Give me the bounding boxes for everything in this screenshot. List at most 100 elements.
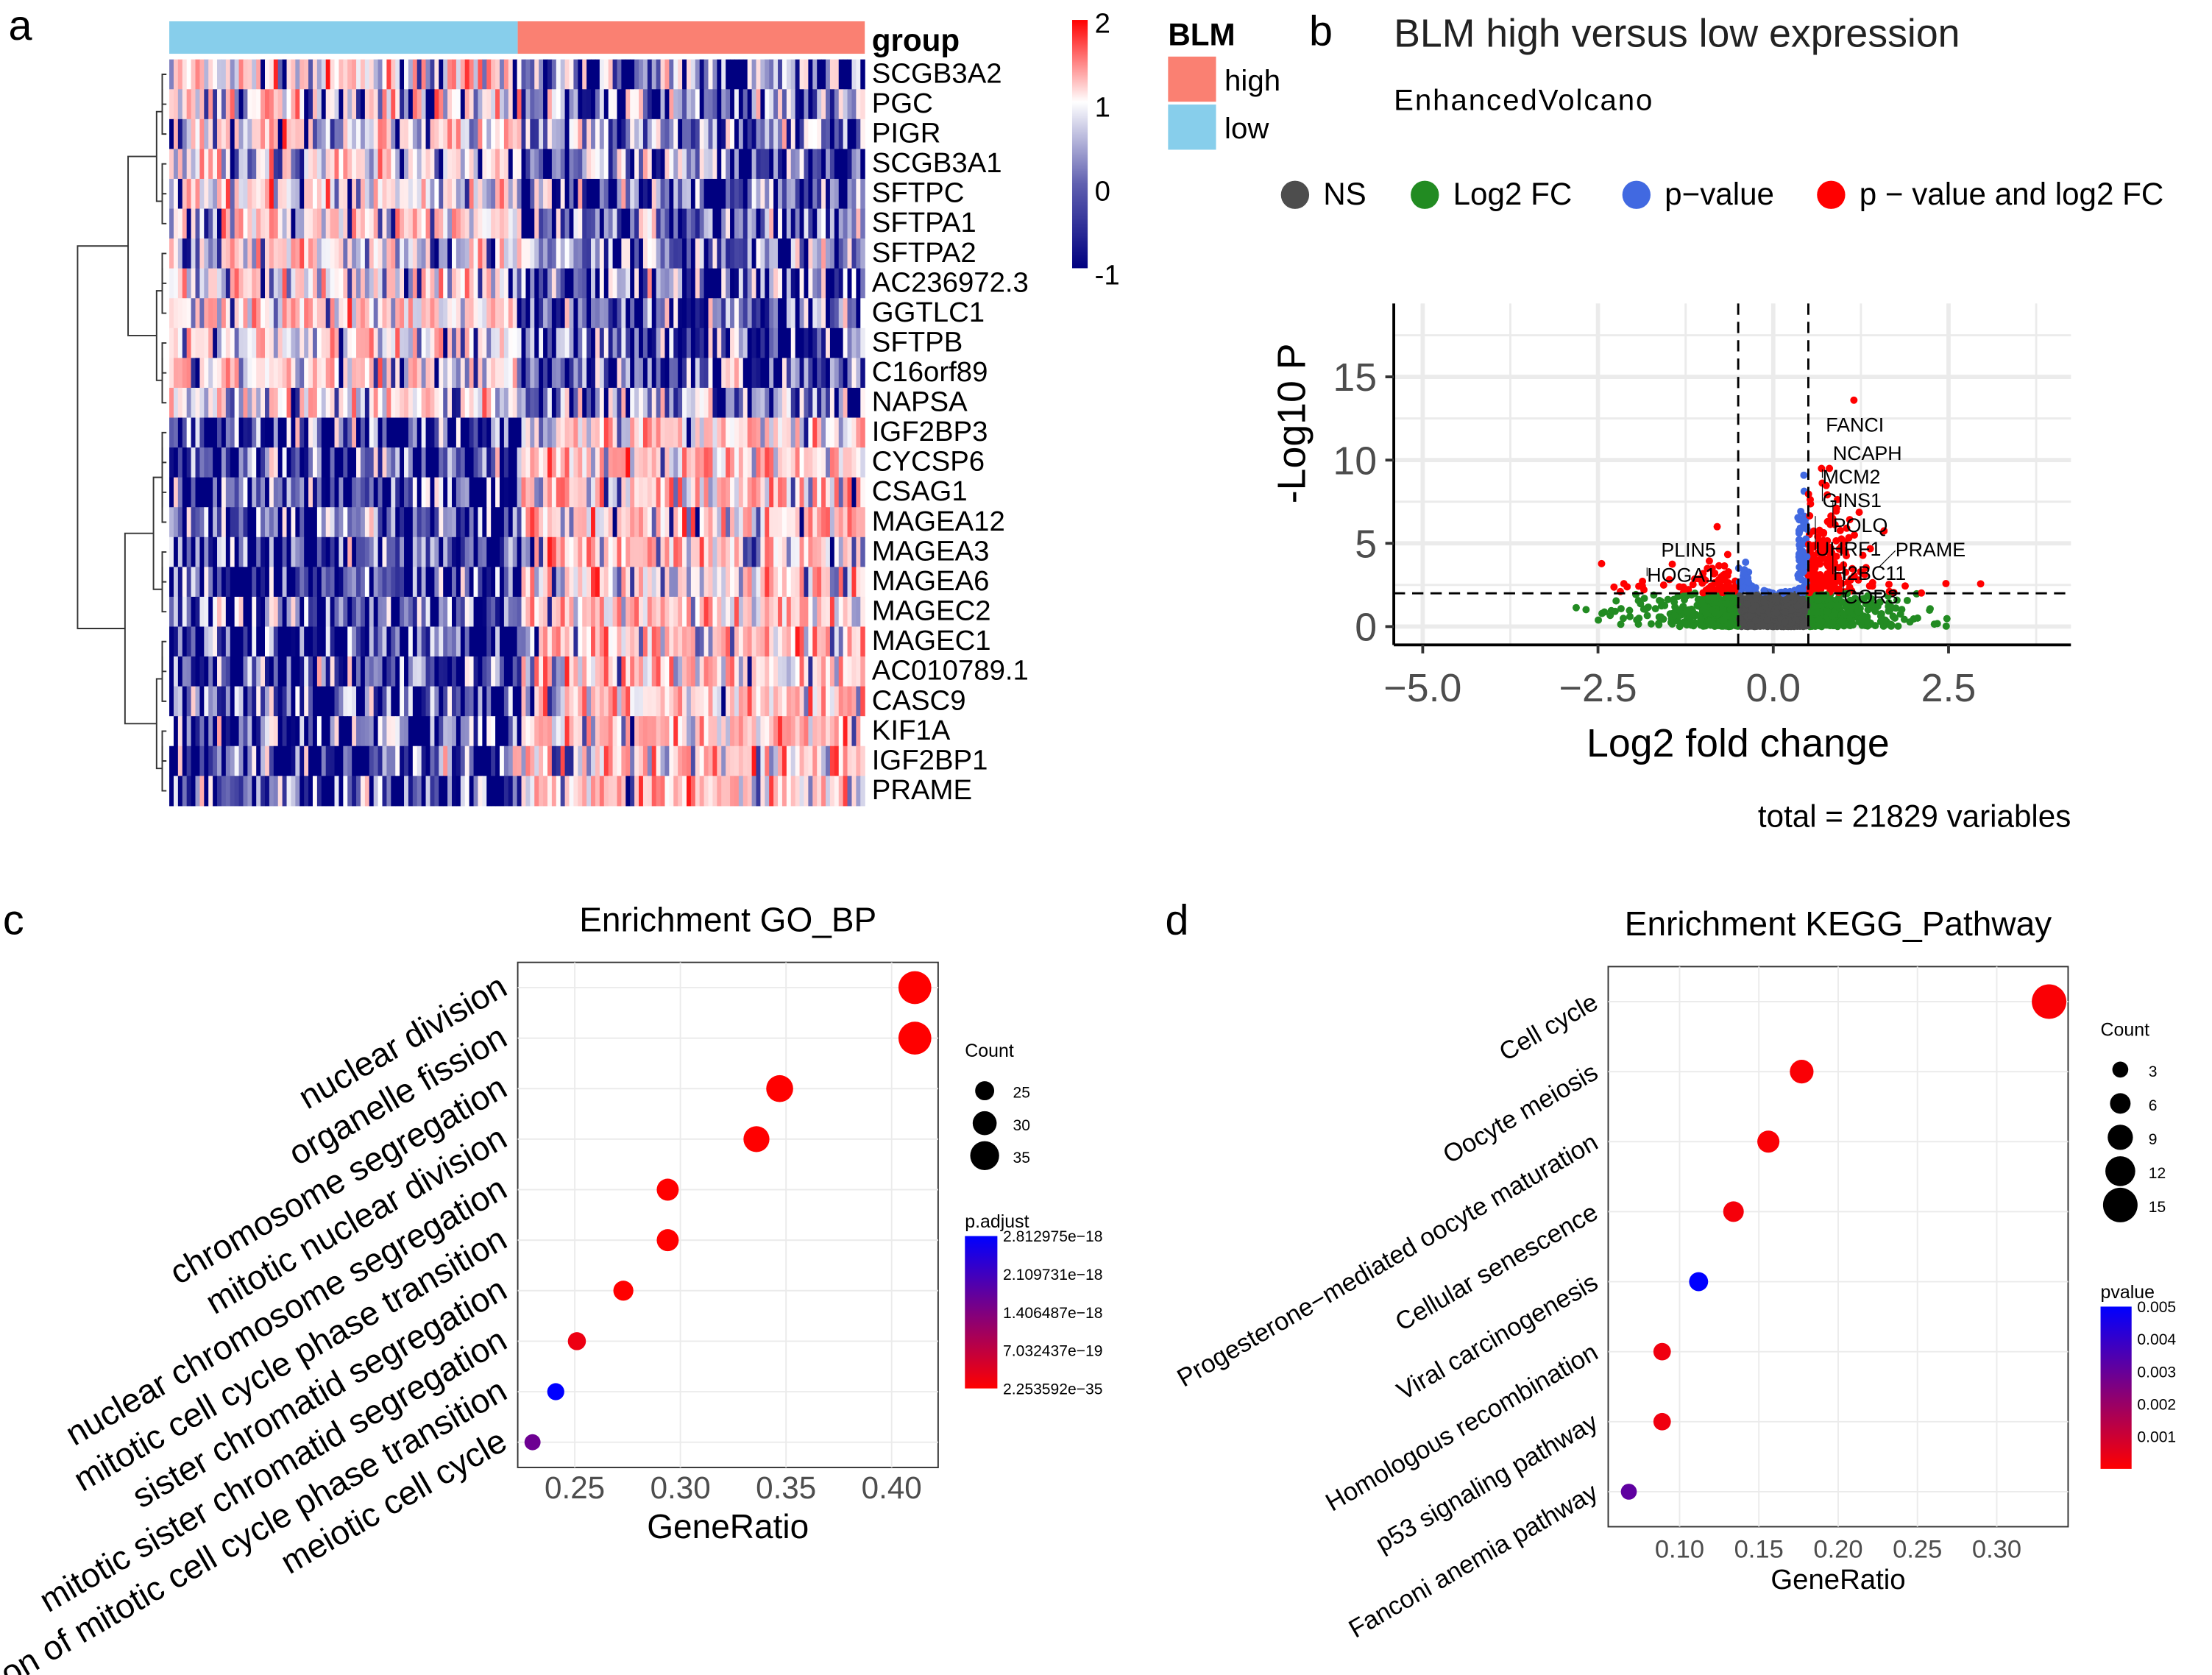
heatmap-cell — [269, 238, 274, 269]
heatmap-cell — [534, 358, 539, 389]
heatmap-cell — [651, 746, 657, 776]
heatmap-cell — [295, 417, 300, 448]
heatmap-cell — [781, 417, 787, 448]
heatmap-cell — [695, 89, 701, 120]
heatmap-cell — [760, 776, 765, 807]
heatmap-cell — [225, 716, 231, 747]
heatmap-cell — [639, 447, 644, 478]
heatmap-cell — [664, 387, 670, 419]
heatmap-cell — [608, 178, 614, 210]
heatmap-cell — [434, 298, 439, 329]
heatmap-cell — [186, 118, 192, 149]
heatmap-cell — [273, 596, 279, 628]
heatmap-cell — [760, 118, 765, 149]
heatmap-cell — [473, 716, 479, 747]
heatmap-cell — [599, 447, 605, 478]
heatmap-cell — [373, 149, 379, 180]
heatmap-cell — [603, 716, 609, 747]
heatmap-cell — [560, 89, 566, 120]
heatmap-cell — [382, 238, 387, 269]
heatmap-cell — [630, 149, 635, 180]
heatmap-cell — [508, 776, 514, 807]
heatmap-cell — [191, 447, 196, 478]
heatmap-cell — [778, 596, 783, 628]
heatmap-cell — [377, 776, 383, 807]
heatmap-cell — [603, 507, 609, 538]
heatmap-cell — [382, 716, 387, 747]
heatmap-cell — [252, 268, 257, 299]
heatmap-cell — [829, 208, 835, 239]
heatmap-cell — [765, 537, 770, 567]
heatmap-cell — [286, 477, 292, 508]
heatmap-cell — [334, 477, 340, 508]
heatmap-cell — [395, 656, 400, 687]
heatmap-cell — [173, 716, 179, 747]
heatmap-cell — [460, 208, 466, 239]
heatmap-cell — [503, 327, 509, 358]
heatmap-cell — [230, 327, 235, 358]
heatmap-cell — [778, 268, 783, 299]
heatmap-cell — [443, 626, 448, 657]
heatmap-cell — [225, 477, 231, 508]
heatmap-cell — [225, 178, 231, 210]
heatmap-cell — [208, 567, 213, 598]
heatmap-cell — [551, 447, 557, 478]
heatmap-cell — [343, 118, 348, 149]
heatmap-cell — [443, 208, 448, 239]
heatmap-cell — [821, 716, 826, 747]
heatmap-cell — [651, 208, 657, 239]
heatmap-cell — [304, 596, 309, 628]
heatmap-cell — [247, 626, 252, 657]
heatmap-cell — [795, 746, 801, 776]
heatmap-cell — [443, 477, 448, 508]
heatmap-cell — [252, 447, 257, 478]
heatmap-cell — [508, 89, 514, 120]
heatmap-cell — [781, 626, 787, 657]
heatmap-cell — [295, 746, 300, 776]
heatmap-cell — [382, 507, 387, 538]
heatmap-cell — [851, 327, 857, 358]
heatmap-cell — [439, 327, 444, 358]
heatmap-cell — [277, 746, 283, 776]
heatmap-cell — [582, 118, 587, 149]
heatmap-cell — [260, 656, 266, 687]
heatmap-cell — [608, 268, 614, 299]
heatmap-cell — [460, 537, 466, 567]
heatmap-cell — [599, 238, 605, 269]
heatmap-cell — [238, 567, 244, 598]
heatmap-cell — [173, 447, 179, 478]
heatmap-cell — [217, 327, 222, 358]
heatmap-cell — [338, 447, 344, 478]
heatmap-cell — [369, 746, 375, 776]
heatmap-cell — [695, 507, 701, 538]
heatmap-cell — [352, 686, 357, 717]
heatmap-cell — [726, 268, 731, 299]
heatmap-cell — [460, 149, 466, 180]
heatmap-cell — [708, 477, 713, 508]
heatmap-cell — [373, 596, 379, 628]
heatmap-cell — [804, 507, 809, 538]
heatmap-cell — [478, 686, 483, 717]
heatmap-cell — [330, 596, 336, 628]
heatmap-cell — [186, 596, 192, 628]
heatmap-cell — [634, 327, 639, 358]
heatmap-cell — [790, 596, 796, 628]
heatmap-cell — [812, 178, 818, 210]
heatmap-cell — [325, 327, 331, 358]
heatmap-cell — [265, 716, 270, 747]
heatmap-cell — [321, 447, 327, 478]
heatmap-cell — [495, 208, 500, 239]
heatmap-cell — [543, 268, 548, 299]
heatmap-cell — [834, 686, 840, 717]
heatmap-cell — [243, 417, 248, 448]
heatmap-cell — [234, 746, 240, 776]
heatmap-cell — [543, 208, 548, 239]
gene-label: CYCSP6 — [872, 446, 985, 478]
heatmap-cell — [473, 417, 479, 448]
heatmap-cell — [225, 447, 231, 478]
heatmap-cell — [256, 298, 261, 329]
heatmap-cell — [834, 208, 840, 239]
heatmap-cell — [760, 656, 765, 687]
heatmap-cell — [639, 178, 644, 210]
heatmap-cell — [352, 417, 357, 448]
